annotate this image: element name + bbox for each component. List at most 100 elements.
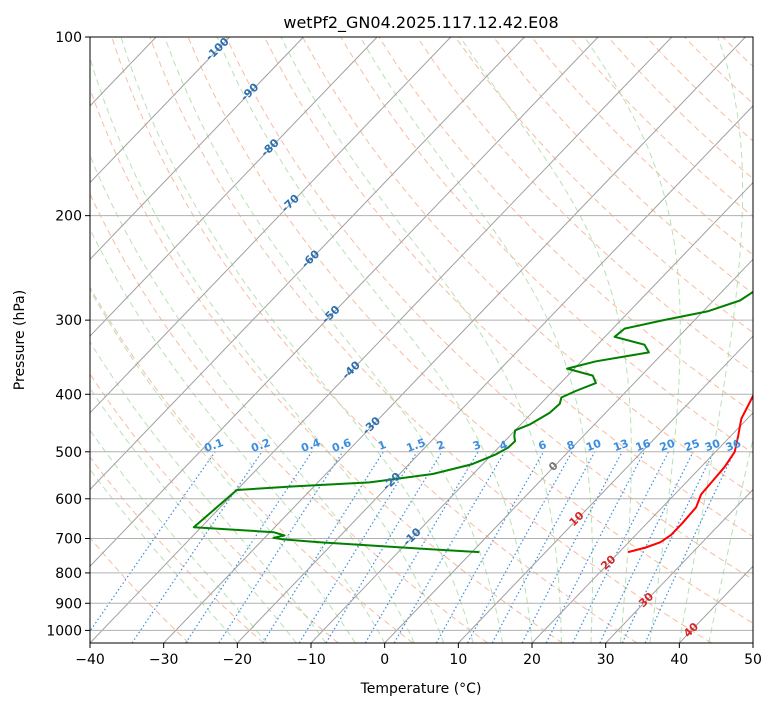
mixing-ratio-label: 4 bbox=[498, 438, 510, 453]
isotherm-line bbox=[531, 412, 753, 643]
isotherm-line bbox=[90, 37, 304, 261]
dry-adiabat-line bbox=[90, 373, 339, 643]
x-tick-label: 50 bbox=[744, 652, 762, 668]
mixing-ratio-label: 30 bbox=[703, 437, 722, 455]
mixing-ratio-label: 25 bbox=[683, 437, 702, 454]
dry-adiabat-line bbox=[111, 37, 638, 643]
mixing-ratio-label: 0.2 bbox=[249, 436, 272, 455]
moist-adiabat-line bbox=[708, 436, 753, 643]
y-axis-title: Pressure (hPa) bbox=[12, 290, 28, 390]
mixing-ratio-line bbox=[466, 451, 573, 643]
isotherm-line bbox=[90, 37, 452, 414]
isotherm-line bbox=[384, 258, 753, 643]
mixing-ratio-line bbox=[435, 451, 545, 643]
dry-adiabat-line bbox=[416, 37, 753, 373]
y-tick-label: 800 bbox=[55, 566, 82, 582]
mixing-ratio-label: 13 bbox=[612, 437, 631, 454]
mixing-ratio-label: 0.4 bbox=[299, 436, 322, 455]
y-tick-label: 200 bbox=[55, 209, 82, 225]
dry-adiabat-line bbox=[761, 37, 775, 643]
mixing-ratio-label: 1.5 bbox=[405, 436, 428, 455]
moist-adiabat-line bbox=[164, 37, 503, 643]
x-tick-label: −20 bbox=[223, 652, 253, 668]
y-tick-label: 100 bbox=[55, 30, 82, 46]
y-tick-label: 700 bbox=[55, 532, 82, 548]
mixing-ratio-line bbox=[599, 451, 694, 643]
x-axis-title: Temperature (°C) bbox=[360, 681, 482, 697]
x-tick-label: 30 bbox=[597, 652, 615, 668]
moist-adiabat-line bbox=[90, 429, 268, 643]
isotherm-line bbox=[236, 105, 753, 643]
dry-adiabat-line bbox=[90, 87, 563, 643]
isotherm-line bbox=[752, 642, 753, 643]
mixing-ratio-line bbox=[90, 451, 216, 633]
isotherm-line bbox=[90, 37, 673, 643]
x-tick-label: −40 bbox=[75, 652, 105, 668]
mixing-ratio-label: 8 bbox=[565, 438, 577, 453]
isotherm-line bbox=[90, 37, 231, 184]
isotherm-line bbox=[90, 37, 599, 567]
mixing-ratio-label: 16 bbox=[634, 437, 653, 455]
dry-adiabat-line bbox=[90, 192, 488, 643]
isotherm-line bbox=[310, 181, 753, 643]
plot-background bbox=[90, 37, 753, 643]
mixing-ratio-label: 3 bbox=[471, 438, 483, 453]
y-tick-label: 300 bbox=[55, 313, 82, 329]
mixing-ratio-line bbox=[262, 451, 384, 643]
temperature-profile-line bbox=[627, 393, 753, 554]
mixing-ratio-line bbox=[325, 451, 443, 643]
mixing-ratio-line bbox=[572, 451, 670, 643]
series-layer bbox=[192, 290, 753, 554]
grid-layer bbox=[0, 37, 775, 643]
dry-adiabat-line bbox=[454, 37, 753, 334]
moist-adiabat-line bbox=[90, 340, 327, 643]
y-tick-label: 900 bbox=[55, 596, 82, 612]
mixing-ratio-label: 6 bbox=[537, 438, 549, 453]
moist-adiabat-line bbox=[90, 56, 445, 643]
isotherm-line bbox=[457, 335, 753, 643]
x-tick-label: −10 bbox=[296, 652, 326, 668]
moist-adiabat-line bbox=[584, 37, 681, 643]
dry-adiabat-line bbox=[493, 37, 753, 295]
dry-adiabat-line bbox=[90, 456, 264, 643]
moist-adiabat-line bbox=[90, 387, 297, 643]
plot-frame bbox=[89, 36, 754, 644]
y-tick-label: 400 bbox=[55, 387, 82, 403]
moist-adiabat-line bbox=[280, 37, 562, 643]
isotherm-line bbox=[90, 37, 525, 491]
x-tick-label: 0 bbox=[380, 652, 389, 668]
moist-adiabat-line bbox=[359, 37, 593, 643]
mixing-ratio-label: 0.1 bbox=[203, 436, 226, 455]
mixing-ratio-label: 10 bbox=[584, 437, 603, 455]
mixing-ratio-label: 0.6 bbox=[330, 436, 353, 455]
dry-adiabat-line bbox=[149, 37, 712, 643]
moist-adiabat-line bbox=[459, 37, 632, 643]
x-tick-label: 10 bbox=[449, 652, 467, 668]
moist-adiabat-line bbox=[216, 37, 533, 643]
mixing-ratio-line bbox=[218, 451, 344, 643]
isotherm-line bbox=[0, 37, 9, 643]
mixing-ratio-label: 2 bbox=[435, 438, 447, 453]
isotherm-line bbox=[90, 37, 378, 337]
dry-adiabat-line bbox=[187, 37, 753, 624]
isotherm-line bbox=[605, 488, 753, 643]
mixing-ratio-line bbox=[131, 451, 263, 643]
y-tick-label: 600 bbox=[55, 492, 82, 508]
x-tick-label: −30 bbox=[149, 652, 179, 668]
mixing-ratio-label: 20 bbox=[658, 437, 677, 455]
axis-layer: −40 −30 −20 −10 0 10 20 30 40 50 1000 900 800 700 600 5… bbox=[46, 30, 762, 668]
mixing-ratio-label: 1 bbox=[376, 438, 388, 453]
chart-title: wetPf2_GN04.2025.117.12.42.E08 bbox=[283, 13, 558, 33]
isotherm-line bbox=[163, 37, 746, 643]
mixing-ratio-line bbox=[185, 451, 313, 643]
moist-adiabat-line bbox=[678, 37, 744, 643]
y-tick-label: 1000 bbox=[46, 623, 82, 639]
y-tick-label: 500 bbox=[55, 445, 82, 461]
x-tick-label: 40 bbox=[670, 652, 688, 668]
moist-adiabat-line bbox=[90, 468, 238, 643]
dewpoint-profile-line bbox=[192, 290, 753, 554]
moist-adiabat-line bbox=[90, 288, 356, 643]
moist-adiabat-line bbox=[120, 37, 474, 643]
mixing-ratio-label: 36 bbox=[724, 437, 743, 455]
